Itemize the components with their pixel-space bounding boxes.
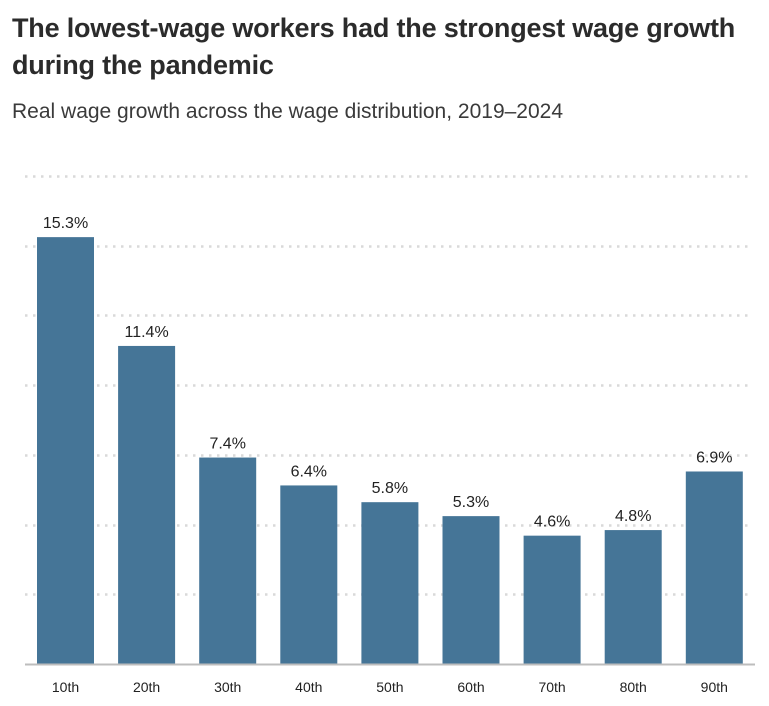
value-label: 6.9% (696, 449, 732, 466)
value-label: 15.3% (43, 215, 88, 232)
value-label: 4.8% (615, 508, 651, 525)
value-label: 6.4% (291, 463, 327, 480)
bar-70th (523, 535, 581, 664)
category-label: 60th (457, 679, 484, 695)
value-label: 7.4% (209, 436, 245, 453)
bar-90th (685, 471, 743, 664)
value-label: 11.4% (125, 324, 169, 341)
category-label: 50th (376, 679, 403, 695)
bar-30th (199, 457, 257, 664)
category-label: 70th (538, 679, 565, 695)
bar-20th (118, 345, 176, 664)
chart-title: The lowest-wage workers had the stronges… (12, 13, 736, 80)
chart-subtitle: Real wage growth across the wage distrib… (12, 100, 564, 123)
bar-40th (280, 485, 338, 664)
value-label: 5.8% (372, 480, 408, 497)
bar-10th (37, 237, 94, 664)
category-label: 20th (133, 679, 160, 695)
bar-50th (361, 502, 419, 664)
category-label: 30th (214, 679, 241, 695)
value-label: 4.6% (534, 514, 570, 531)
category-label: 10th (52, 679, 79, 695)
category-label: 80th (620, 679, 647, 695)
category-label: 40th (295, 679, 322, 695)
category-label: 90th (701, 679, 728, 695)
bar-80th (604, 530, 662, 664)
bar-60th (442, 516, 500, 664)
value-label: 5.3% (453, 494, 489, 511)
